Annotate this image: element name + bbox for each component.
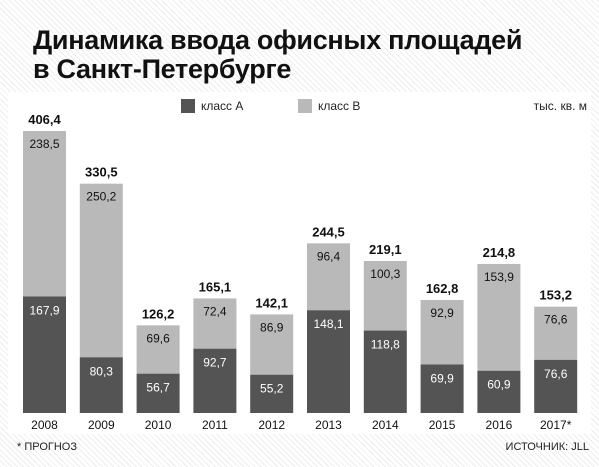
bar-total-label: 126,2 bbox=[142, 306, 175, 321]
bar-class-b bbox=[363, 260, 407, 331]
bar-label-class-b: 250,2 bbox=[86, 190, 116, 204]
bar-label-class-a: 92,7 bbox=[203, 356, 227, 370]
bar-total-label: 165,1 bbox=[199, 279, 232, 294]
bar-class-a bbox=[307, 310, 350, 413]
legend-item-class-a: класс A bbox=[181, 98, 243, 114]
bar-total-label: 214,8 bbox=[483, 245, 516, 260]
legend-label-class-b: класс B bbox=[318, 99, 361, 113]
bar-label-class-b: 238,5 bbox=[29, 137, 59, 151]
bar-label-class-b: 69,6 bbox=[146, 331, 170, 345]
x-tick-label: 2011 bbox=[202, 418, 228, 432]
bar-class-a bbox=[23, 296, 66, 413]
x-tick-label: 2009 bbox=[88, 418, 115, 432]
bar-class-a bbox=[136, 373, 180, 413]
bar-label-class-a: 80,3 bbox=[90, 364, 114, 378]
bar-total-label: 406,4 bbox=[28, 112, 61, 127]
x-tick-label: 2013 bbox=[315, 418, 342, 432]
bar-label-class-a: 55,2 bbox=[260, 382, 284, 396]
source-note: ИСТОЧНИК: JLL bbox=[505, 441, 589, 453]
bar-class-a bbox=[534, 359, 578, 413]
x-tick-label: 2015 bbox=[429, 418, 456, 432]
bar-class-b bbox=[23, 131, 66, 297]
bar-class-a bbox=[79, 357, 123, 413]
bar-class-a bbox=[420, 364, 464, 413]
bar-total-label: 162,8 bbox=[426, 281, 459, 296]
bar-label-class-a: 56,7 bbox=[146, 381, 170, 395]
chart-title-line-2: в Санкт-Петербурге bbox=[33, 54, 292, 84]
x-tick-label: 2010 bbox=[145, 418, 172, 432]
forecast-footnote: * ПРОГНОЗ bbox=[17, 441, 77, 453]
bar-class-b bbox=[534, 306, 578, 360]
bar-label-class-a: 69,9 bbox=[430, 371, 454, 385]
bar-total-label: 244,5 bbox=[312, 224, 345, 239]
bar-class-b bbox=[420, 300, 464, 365]
unit-label: тыс. кв. м bbox=[533, 99, 587, 113]
bar-total-label: 219,1 bbox=[369, 242, 402, 257]
bar-class-b bbox=[193, 298, 237, 349]
bar-total-label: 330,5 bbox=[85, 165, 118, 180]
bar-class-a bbox=[193, 348, 237, 413]
bar-label-class-b: 86,9 bbox=[260, 320, 284, 334]
bar-label-class-a: 167,9 bbox=[29, 303, 59, 317]
x-tick-label: 2008 bbox=[31, 418, 58, 432]
bar-total-label: 142,1 bbox=[255, 295, 288, 310]
bar-class-b bbox=[250, 314, 294, 375]
x-tick-label: 2017* bbox=[540, 418, 572, 432]
legend-label-class-a: класс A bbox=[201, 99, 244, 113]
x-tick-label: 2012 bbox=[258, 418, 285, 432]
bar-class-b bbox=[477, 263, 521, 371]
bar-label-class-a: 76,6 bbox=[544, 367, 568, 381]
chart-title-line-1: Динамика ввода офисных площадей bbox=[33, 25, 523, 55]
x-tick-label: 2014 bbox=[372, 418, 399, 432]
bar-label-class-b: 76,6 bbox=[544, 313, 568, 327]
x-tick-label: 2016 bbox=[486, 418, 513, 432]
legend-item-class-b: класс B bbox=[298, 98, 360, 114]
bar-label-class-a: 60,9 bbox=[487, 378, 511, 392]
legend-swatch-class-b bbox=[298, 99, 312, 113]
bar-class-a bbox=[363, 330, 407, 413]
bar-class-a bbox=[250, 374, 294, 413]
bar-label-class-b: 153,9 bbox=[484, 270, 514, 284]
bar-label-class-b: 72,4 bbox=[203, 304, 227, 318]
bar-class-a bbox=[477, 370, 521, 413]
bar-class-b bbox=[136, 325, 180, 374]
bar-label-class-b: 96,4 bbox=[317, 249, 341, 263]
bar-label-class-a: 148,1 bbox=[313, 317, 343, 331]
legend-swatch-class-a bbox=[181, 99, 195, 113]
bar-label-class-b: 92,9 bbox=[430, 306, 454, 320]
bar-label-class-a: 118,8 bbox=[371, 338, 400, 352]
bar-total-label: 153,2 bbox=[539, 288, 572, 303]
chart-title: Динамика ввода офисных площадей в Санкт-… bbox=[33, 26, 553, 84]
bar-class-b bbox=[79, 183, 123, 358]
bar-label-class-b: 100,3 bbox=[370, 267, 400, 281]
bar-class-b bbox=[307, 243, 350, 311]
